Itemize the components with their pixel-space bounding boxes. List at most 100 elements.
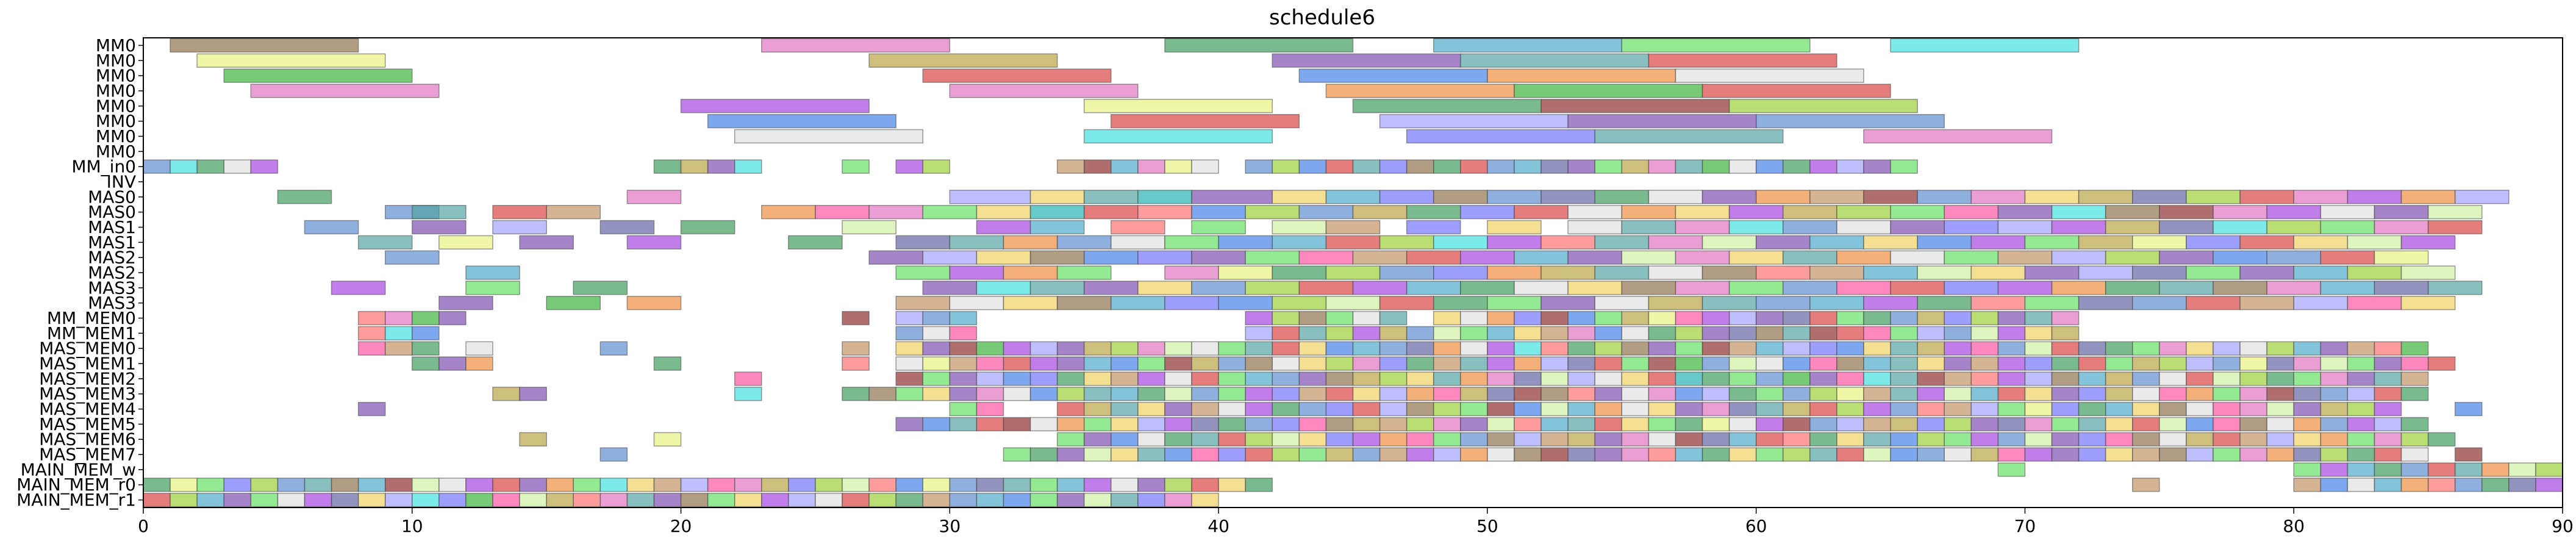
task-bar <box>1245 281 1300 295</box>
task-bar <box>2051 401 2080 417</box>
task-bar <box>1298 68 1488 83</box>
task-bar <box>1487 235 1542 250</box>
task-bar <box>1003 356 1031 371</box>
task-bar <box>1701 417 1730 432</box>
task-bar <box>761 478 789 492</box>
task-bar <box>1003 492 1031 508</box>
task-bar <box>895 492 924 508</box>
task-bar <box>1379 310 1408 326</box>
task-bar <box>1191 159 1219 174</box>
task-bar <box>1379 341 1408 356</box>
task-bar <box>1621 341 1650 356</box>
task-bar <box>170 159 198 174</box>
task-bar <box>1782 326 1811 341</box>
task-bar <box>1379 113 1569 129</box>
y-tick-label: MAS1 <box>88 232 136 253</box>
task-bar <box>1836 326 1864 341</box>
task-bar <box>1433 371 1461 386</box>
task-bar <box>1970 432 1999 447</box>
task-bar <box>1621 417 1650 432</box>
task-bar <box>2347 295 2402 310</box>
task-bar <box>1567 447 1595 462</box>
task-bar <box>2051 310 2080 326</box>
task-bar <box>922 387 951 401</box>
task-bar <box>1325 84 1515 98</box>
task-bar <box>519 492 547 508</box>
task-bar <box>1029 492 1058 508</box>
task-bar <box>1621 250 1676 265</box>
task-bar <box>2293 265 2349 280</box>
task-bar <box>546 492 574 508</box>
task-bar <box>1701 265 1757 280</box>
task-bar <box>734 159 762 174</box>
task-bar <box>922 492 951 508</box>
task-bar <box>1352 159 1381 174</box>
task-bar <box>895 371 924 386</box>
task-bar <box>1487 295 1542 310</box>
task-bar <box>2213 250 2267 265</box>
task-bar <box>1701 159 1730 174</box>
task-bar <box>1514 401 1542 417</box>
task-bar <box>1944 356 1972 371</box>
task-bar <box>1137 447 1165 462</box>
task-bar <box>1056 371 1085 386</box>
task-bar <box>1540 326 1569 341</box>
task-bar <box>1728 356 1757 371</box>
task-bar <box>2213 432 2241 447</box>
task-bar <box>1433 235 1488 250</box>
task-bar <box>2293 356 2322 371</box>
task-bar <box>1594 295 1650 310</box>
task-bar <box>842 310 870 326</box>
task-bar <box>2454 462 2483 477</box>
task-bar <box>2132 371 2160 386</box>
task-bar <box>1890 204 1945 220</box>
task-bar <box>1863 447 1891 462</box>
task-bar <box>1540 341 1569 356</box>
task-bar <box>2508 478 2536 492</box>
task-bar <box>1728 250 1784 265</box>
task-bar <box>1997 310 2026 326</box>
task-bar <box>143 478 171 492</box>
task-bar <box>599 220 655 235</box>
task-bar <box>1755 310 1784 326</box>
task-bar <box>1621 204 1676 220</box>
task-bar <box>1728 371 1757 386</box>
task-bar <box>2051 250 2106 265</box>
task-bar <box>1863 190 1918 204</box>
task-bar <box>2105 417 2133 432</box>
task-bar <box>1675 310 1703 326</box>
task-bar <box>1029 417 1058 432</box>
task-bar <box>2454 190 2510 204</box>
task-bar <box>2024 235 2080 250</box>
task-bar <box>1433 432 1461 447</box>
task-bar <box>519 478 547 492</box>
task-bar <box>680 159 709 174</box>
task-bar <box>1191 401 1219 417</box>
task-bar <box>1487 417 1515 432</box>
task-bar <box>1997 447 2026 462</box>
task-bar <box>922 478 951 492</box>
task-bar <box>1970 417 1999 432</box>
task-bar <box>1890 38 2080 53</box>
task-bar <box>1755 190 1811 204</box>
task-bar <box>1728 387 1757 401</box>
task-bar <box>2105 204 2160 220</box>
task-bar <box>1487 265 1542 280</box>
task-bar <box>412 220 467 235</box>
task-bar <box>1487 159 1515 174</box>
task-bar <box>1191 478 1219 492</box>
task-bar <box>357 341 386 356</box>
task-bar <box>1970 356 1999 371</box>
task-bar <box>976 204 1031 220</box>
task-bar <box>1863 295 1918 310</box>
task-bar <box>1272 341 1300 356</box>
task-bar <box>170 38 359 53</box>
task-bar <box>492 492 520 508</box>
task-bar <box>1540 235 1595 250</box>
task-bar <box>2454 401 2483 417</box>
task-bar <box>1164 356 1192 371</box>
task-bar <box>2374 462 2402 477</box>
task-bar <box>761 492 789 508</box>
task-bar <box>2427 204 2483 220</box>
task-bar <box>1191 281 1246 295</box>
